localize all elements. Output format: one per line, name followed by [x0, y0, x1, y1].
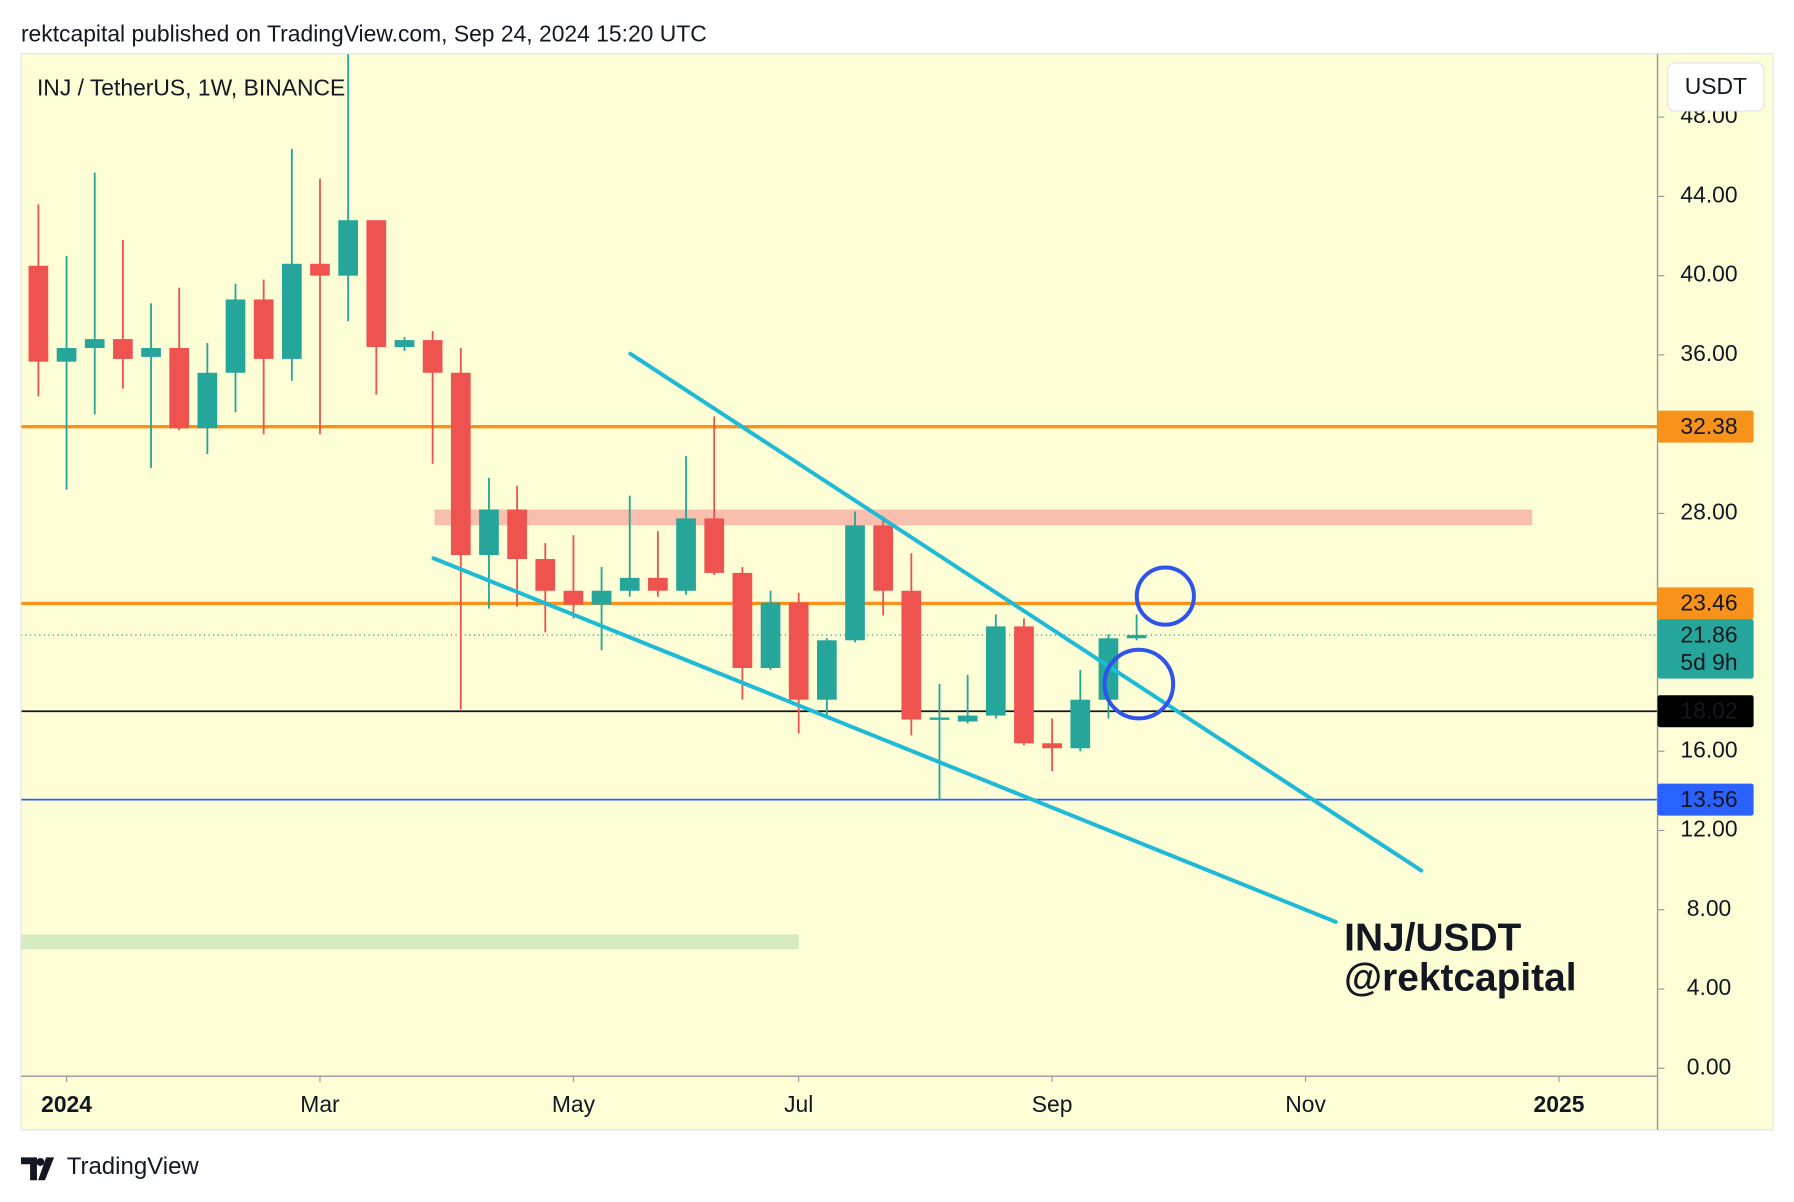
candle-body: [507, 509, 527, 560]
candle-body: [985, 626, 1006, 716]
level-label: 32.38: [1680, 413, 1737, 439]
candle-body: [281, 263, 302, 359]
header-text: rektcapital published on TradingView.com…: [21, 21, 707, 47]
last-price-label: 21.86: [1680, 621, 1737, 647]
level-label-box: [1657, 410, 1754, 443]
candle-body: [28, 265, 49, 362]
candle-body: [253, 299, 274, 359]
candle-body: [1014, 626, 1034, 744]
y-tick-label: 16.00: [1680, 736, 1737, 762]
y-tick-label: 8.00: [1687, 895, 1732, 921]
candle-body: [873, 525, 894, 591]
footer-brand: TradingView: [67, 1153, 200, 1180]
logo-icon: [20, 1157, 55, 1181]
trendline: [431, 556, 1338, 924]
x-tick-label: Jul: [784, 1091, 813, 1117]
level-label: 13.56: [1680, 786, 1737, 812]
x-tick-label: Nov: [1285, 1091, 1326, 1117]
candle-body: [619, 577, 640, 591]
annotation-text: @rektcapital: [1344, 956, 1576, 999]
y-tick-label: 28.00: [1680, 499, 1737, 525]
currency-label: USDT: [1685, 73, 1747, 99]
y-tick-label: 36.00: [1680, 340, 1737, 366]
candle-body: [310, 263, 330, 276]
trendline: [628, 351, 1424, 873]
chart-border: [20, 53, 1774, 1131]
candle-body: [845, 525, 865, 641]
candle-body: [563, 590, 584, 605]
level-label: 23.46: [1680, 590, 1737, 616]
y-tick-label: 12.00: [1680, 816, 1737, 842]
highlight-circle: [1102, 647, 1176, 721]
y-tick-label: 0.00: [1687, 1053, 1732, 1079]
logo-dot: [36, 1157, 45, 1166]
candle-body: [901, 590, 922, 720]
candle-body: [225, 299, 246, 373]
x-tick-label: 2024: [41, 1091, 92, 1117]
highlight-circle: [1134, 565, 1196, 627]
last-price-box: [1657, 619, 1754, 679]
candle-body: [732, 572, 753, 669]
candle-body: [760, 602, 781, 669]
candle-body: [1126, 635, 1147, 639]
zone: [20, 934, 799, 950]
candle-body: [450, 372, 471, 556]
candle-body: [957, 715, 978, 722]
candle-body: [479, 509, 499, 556]
candle-body: [422, 340, 443, 373]
zone: [434, 509, 1533, 526]
candle-body: [113, 339, 133, 359]
y-tick-label: 4.00: [1687, 974, 1732, 1000]
plot-area: INJ/USDT@rektcapital: [20, 53, 1658, 1077]
candle-body: [929, 717, 950, 720]
candle-body: [535, 559, 556, 591]
candle-body: [394, 340, 415, 348]
level-label-box: [1657, 587, 1754, 620]
symbol-title: INJ / TetherUS, 1W, BINANCE: [37, 74, 345, 100]
y-tick-label: 44.00: [1680, 181, 1737, 207]
candle-body: [648, 577, 668, 591]
candle-body: [788, 602, 809, 700]
x-tick-label: May: [552, 1091, 596, 1117]
candle-body: [1070, 699, 1091, 749]
candle-body: [169, 348, 190, 429]
level-label-box: [1657, 783, 1754, 816]
currency-button[interactable]: [1667, 62, 1765, 112]
candle-body: [366, 220, 387, 348]
candle-body: [56, 348, 77, 362]
candle-body: [141, 348, 161, 357]
candle-body: [84, 339, 105, 349]
countdown-label: 5d 9h: [1680, 649, 1737, 675]
level-label: 18.02: [1680, 697, 1737, 723]
footer-logo: [20, 1157, 55, 1181]
candle-body: [591, 590, 612, 605]
candle-body: [1042, 743, 1062, 749]
annotation-text: INJ/USDT: [1344, 916, 1521, 959]
x-tick-label: Sep: [1032, 1091, 1073, 1117]
plot-background: [20, 53, 1658, 1077]
x-tick-label: 2025: [1534, 1091, 1585, 1117]
candle-body: [816, 640, 837, 700]
candle-body: [704, 518, 725, 573]
candle-body: [338, 220, 359, 276]
time-axis-background: [20, 1076, 1774, 1130]
candle-body: [676, 518, 696, 591]
level-label-box: [1657, 695, 1754, 728]
x-tick-label: Mar: [300, 1091, 340, 1117]
y-tick-label: 40.00: [1680, 261, 1737, 287]
candle-body: [197, 372, 218, 429]
price-axis-background: [1657, 53, 1774, 1077]
